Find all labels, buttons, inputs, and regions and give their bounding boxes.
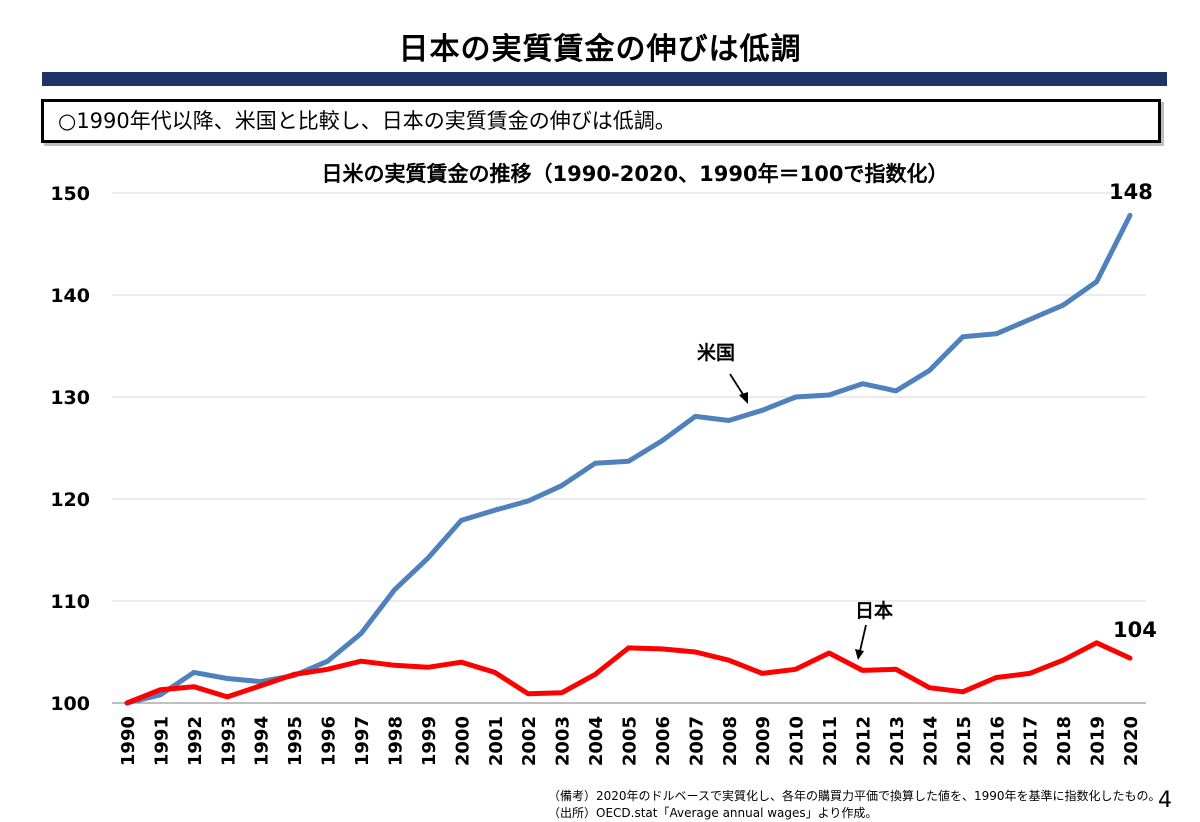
x-tick-label-2018: 2018 xyxy=(1054,716,1075,766)
page-number: 4 xyxy=(1158,788,1172,813)
y-tick-label-100: 100 xyxy=(50,693,90,715)
x-tick-label-2011: 2011 xyxy=(820,716,841,766)
x-tick-label-1991: 1991 xyxy=(151,716,172,766)
y-axis-tick-labels: 100 110 120 130 140 150 xyxy=(50,183,90,715)
x-tick-label-2020: 2020 xyxy=(1121,716,1142,766)
x-tick-label-1998: 1998 xyxy=(385,716,406,766)
x-tick-label-2009: 2009 xyxy=(753,716,774,766)
series-label-japan: 日本 xyxy=(855,599,893,622)
x-tick-label-1997: 1997 xyxy=(352,716,373,766)
end-value-japan: 104 xyxy=(1113,618,1157,642)
series-label-us: 米国 xyxy=(697,341,735,364)
x-tick-label-2012: 2012 xyxy=(854,716,875,766)
x-tick-label-2005: 2005 xyxy=(620,716,641,766)
y-tick-label-130: 130 xyxy=(50,387,90,409)
x-tick-label-2015: 2015 xyxy=(954,716,975,766)
series-line-us xyxy=(124,212,1133,706)
x-tick-label-2016: 2016 xyxy=(987,716,1008,766)
x-tick-label-1992: 1992 xyxy=(185,716,206,766)
end-value-us: 148 xyxy=(1109,180,1153,204)
series-line-japan xyxy=(124,640,1133,706)
x-tick-label-2007: 2007 xyxy=(686,716,707,766)
x-tick-label-1999: 1999 xyxy=(419,716,440,766)
x-tick-label-2017: 2017 xyxy=(1021,716,1042,766)
summary-text: ○1990年代以降、米国と比較し、日本の実質賃金の伸びは低調。 xyxy=(58,109,676,133)
y-tick-label-150: 150 xyxy=(50,183,90,205)
x-tick-label-1993: 1993 xyxy=(218,716,239,766)
y-tick-label-110: 110 xyxy=(50,591,90,613)
chart-gridlines xyxy=(112,192,1146,602)
arrow-japan-icon xyxy=(855,624,867,660)
series-lines xyxy=(124,212,1133,706)
summary-box: ○1990年代以降、米国と比較し、日本の実質賃金の伸びは低調。 xyxy=(41,99,1161,143)
x-tick-label-2014: 2014 xyxy=(920,716,941,766)
x-tick-label-2001: 2001 xyxy=(486,716,507,766)
x-tick-label-2004: 2004 xyxy=(586,716,607,766)
x-tick-label-2003: 2003 xyxy=(553,716,574,766)
slide-title: 日本の実質賃金の伸びは低調 xyxy=(398,32,802,67)
x-tick-label-1994: 1994 xyxy=(252,716,273,766)
arrow-us-icon xyxy=(729,373,748,404)
y-tick-label-140: 140 xyxy=(50,285,90,307)
chart-title: 日米の実質賃金の推移（1990-2020、1990年＝100で指数化） xyxy=(321,162,949,186)
title-underline-bar xyxy=(42,72,1167,86)
x-tick-label-1995: 1995 xyxy=(285,716,306,766)
x-tick-label-2006: 2006 xyxy=(653,716,674,766)
note-source: （出所）OECD.stat「Average annual wages」より作成。 xyxy=(548,806,878,820)
x-axis-tick-labels: 1990 1991 1992 1993 1994 1995 1996 1997 1998 1999… xyxy=(118,716,1142,766)
x-tick-label-2008: 2008 xyxy=(720,716,741,766)
x-tick-label-1996: 1996 xyxy=(319,716,340,766)
x-tick-label-2019: 2019 xyxy=(1088,716,1109,766)
x-tick-label-2013: 2013 xyxy=(887,716,908,766)
x-tick-label-1990: 1990 xyxy=(118,716,139,766)
y-tick-label-120: 120 xyxy=(50,489,90,511)
x-tick-label-2010: 2010 xyxy=(787,716,808,766)
note-remarks: （備考）2020年のドルベースで実質化し、各年の購買力平価で換算した値を、199… xyxy=(548,789,1161,803)
x-tick-label-2002: 2002 xyxy=(519,716,540,766)
x-tick-label-2000: 2000 xyxy=(452,716,473,766)
